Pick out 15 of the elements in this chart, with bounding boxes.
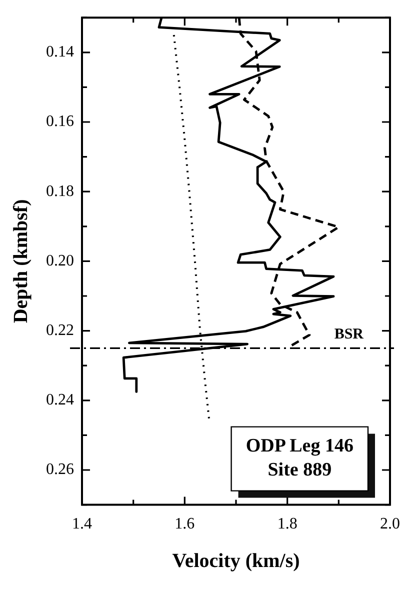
y-axis-title: Depth (kmbsf) xyxy=(10,199,32,324)
y-tick-label: 0.26 xyxy=(46,461,74,478)
y-tick-label: 0.16 xyxy=(46,113,74,130)
x-tick-label: 1.8 xyxy=(277,516,298,533)
annotation: BSR xyxy=(334,326,364,343)
x-tick-label: 1.4 xyxy=(72,516,92,533)
y-tick-label: 0.14 xyxy=(46,44,74,61)
y-tick-label: 0.24 xyxy=(46,392,74,409)
y-tick-label: 0.22 xyxy=(46,322,74,340)
x-tick-label: 2.0 xyxy=(380,516,400,533)
x-axis-title: Velocity (km/s) xyxy=(172,550,300,572)
annotation: ODP Leg 146 Site 889 xyxy=(246,436,354,481)
y-tick-label: 0.20 xyxy=(46,252,74,270)
y-tick-label: 0.18 xyxy=(46,182,74,200)
x-tick-label: 1.6 xyxy=(174,516,195,533)
